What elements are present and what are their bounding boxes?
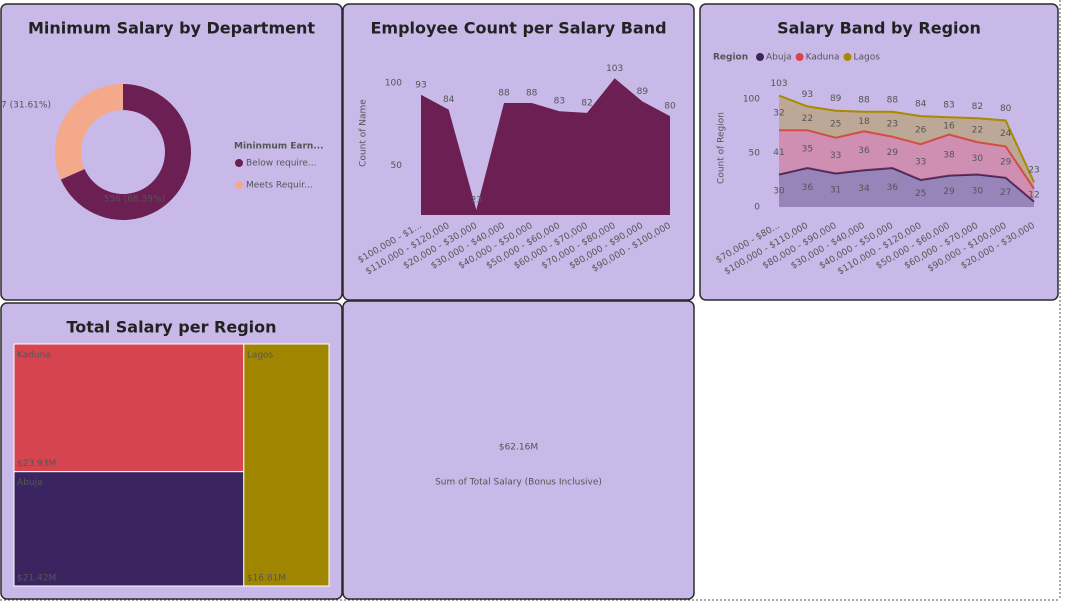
data-label: 29 [887,148,899,158]
data-label: 29 [943,187,955,197]
chart-title: Total Salary per Region [66,318,276,337]
total-label: 82 [972,102,983,112]
data-label: 25 [830,120,841,130]
tile-value: $16.81M [247,574,286,584]
legend-label: Kaduna [806,53,840,63]
data-label: 22 [802,114,813,124]
data-label: 80 [664,102,676,112]
legend-title: Mininmum Earn... [234,142,324,152]
total-label: 89 [830,94,842,104]
area-fill [779,168,1034,207]
legend-marker [756,53,764,61]
data-label: 82 [581,98,592,108]
data-label: 24 [1000,129,1012,139]
data-label: 34 [858,184,870,194]
data-label: 38 [943,151,955,161]
data-label: 12 [1028,191,1039,201]
treemap-tile [13,343,245,473]
data-label: 103 [606,64,623,74]
area-fill [779,130,1034,202]
chart-title: Salary Band by Region [777,19,981,38]
data-label: 89 [637,87,649,97]
area-fill [421,78,670,215]
y-tick-label: 100 [385,79,402,89]
legend-label: Below require... [246,159,317,169]
total-label: 103 [770,79,787,89]
data-label: 36 [887,183,899,193]
treemap-tile [243,343,330,587]
legend-marker [235,181,243,189]
tile-label: Kaduna [17,351,51,361]
data-label: 23 [471,196,482,206]
legend-marker [235,159,243,167]
data-label: 22 [972,126,983,136]
data-label: 35 [802,145,813,155]
y-axis-title: Count of Region [717,112,727,184]
y-tick-label: 100 [743,94,760,104]
area-line [778,167,1035,203]
data-label: 88 [526,89,538,99]
data-label: 36 [858,146,870,156]
data-label: 27 [1000,188,1011,198]
total-label: 88 [887,95,899,105]
data-label: 29 [1000,158,1012,168]
data-label: 33 [830,151,841,161]
data-label: 26 [915,126,927,136]
total-label: 84 [915,100,927,110]
data-label: 31 [830,186,841,196]
area-line [779,129,1035,190]
total-label: 88 [858,95,870,105]
data-label: 257 (31.61%) [0,101,51,111]
legend-label: Lagos [854,53,881,63]
data-label: 33 [915,158,926,168]
y-tick-label: 0 [754,203,760,213]
card-label: Sum of Total Salary (Bonus Inclusive) [435,478,602,488]
donut-slice [60,84,191,220]
legend-label: Meets Requir... [246,181,313,191]
total-label: 93 [802,90,813,100]
donut-slice [54,84,123,180]
tile-value: $23.93M [17,459,56,469]
total-label: 23 [1028,166,1039,176]
tile-label: Abuja [17,478,43,488]
total-label: 80 [1000,104,1012,114]
data-label: 83 [554,97,565,107]
treemap-tile [13,471,245,587]
data-label: 25 [915,189,926,199]
data-label: 32 [773,108,784,118]
panel [699,3,1059,301]
total-label: 83 [943,101,954,111]
legend-marker [843,53,852,61]
data-label: 16 [943,121,955,131]
panel [342,300,695,600]
legend-label: Abuja [766,53,792,63]
data-label: 556 (68.39%) [104,194,165,204]
data-label: 23 [887,120,898,130]
data-label: 30 [972,154,984,164]
tile-value: $21.42M [17,574,56,584]
y-tick-label: 50 [391,161,403,171]
y-axis-title: Count of Name [359,99,369,167]
data-label: 93 [415,80,426,90]
data-label: 18 [858,117,870,127]
data-label: 88 [498,89,510,99]
legend-marker [795,53,804,61]
area-line [778,94,1035,183]
legend-title: Region [713,53,748,63]
chart-title: Minimum Salary by Department [28,19,315,38]
card-value: $62.16M [499,443,538,453]
y-tick-label: 50 [749,148,761,158]
data-label: 30 [972,186,984,196]
data-label: 41 [773,148,784,158]
data-label: 30 [773,186,785,196]
data-label: 84 [443,95,455,105]
tile-label: Lagos [247,351,274,361]
chart-title: Employee Count per Salary Band [370,19,666,38]
data-label: 36 [802,183,814,193]
